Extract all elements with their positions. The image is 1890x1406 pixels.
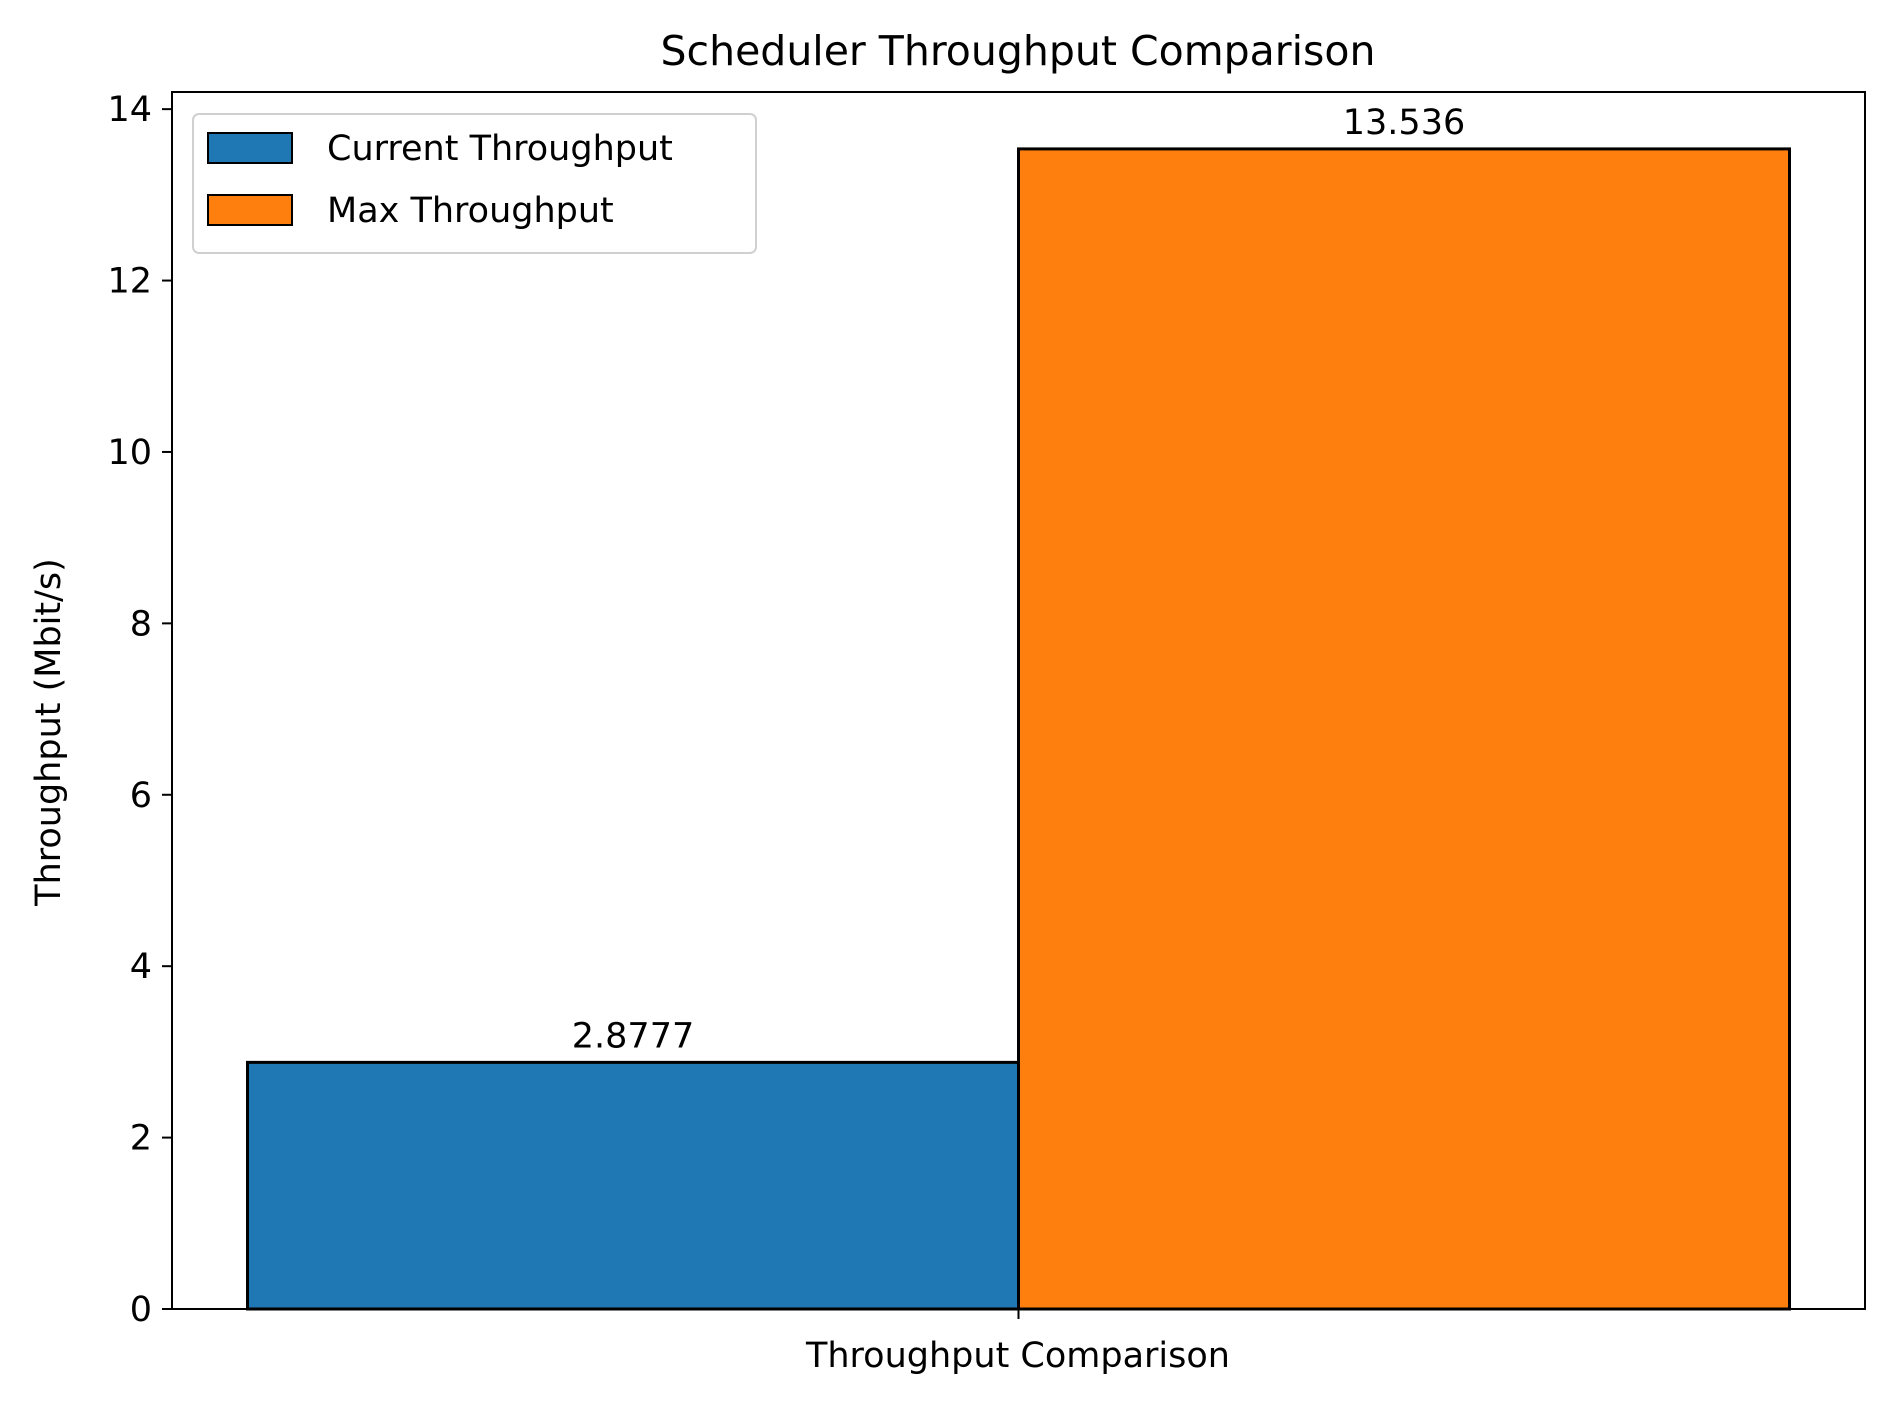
data-label-max-throughput: 13.536 xyxy=(1343,103,1465,143)
plot-frame xyxy=(171,91,1866,1310)
y-axis-label: Throughput (Mbit/s) xyxy=(29,558,69,907)
y-tick-label: 14 xyxy=(107,90,152,130)
y-tick-label: 8 xyxy=(130,604,152,644)
y-tick-label: 2 xyxy=(130,1119,152,1159)
data-label-current-throughput: 2.8777 xyxy=(572,1016,694,1056)
bar-current-throughput xyxy=(246,1060,1020,1311)
legend-label-max-throughput: Max Throughput xyxy=(327,191,614,231)
legend-label-current-throughput: Current Throughput xyxy=(327,129,673,169)
legend-swatch-current-throughput xyxy=(207,132,293,164)
legend-box xyxy=(192,113,757,254)
y-tick-label: 6 xyxy=(130,776,152,816)
y-tick-label: 0 xyxy=(130,1290,152,1330)
chart-title: Scheduler Throughput Comparison xyxy=(661,27,1376,75)
y-tick-label: 4 xyxy=(130,947,152,987)
y-tick-label: 12 xyxy=(107,262,152,302)
x-axis-category-label: Throughput Comparison xyxy=(805,1336,1230,1376)
bar-max-throughput xyxy=(1017,147,1791,1311)
y-tick-label: 10 xyxy=(107,433,152,473)
legend: Current Throughput Max Throughput xyxy=(192,113,757,254)
legend-swatch-max-throughput xyxy=(207,194,293,226)
